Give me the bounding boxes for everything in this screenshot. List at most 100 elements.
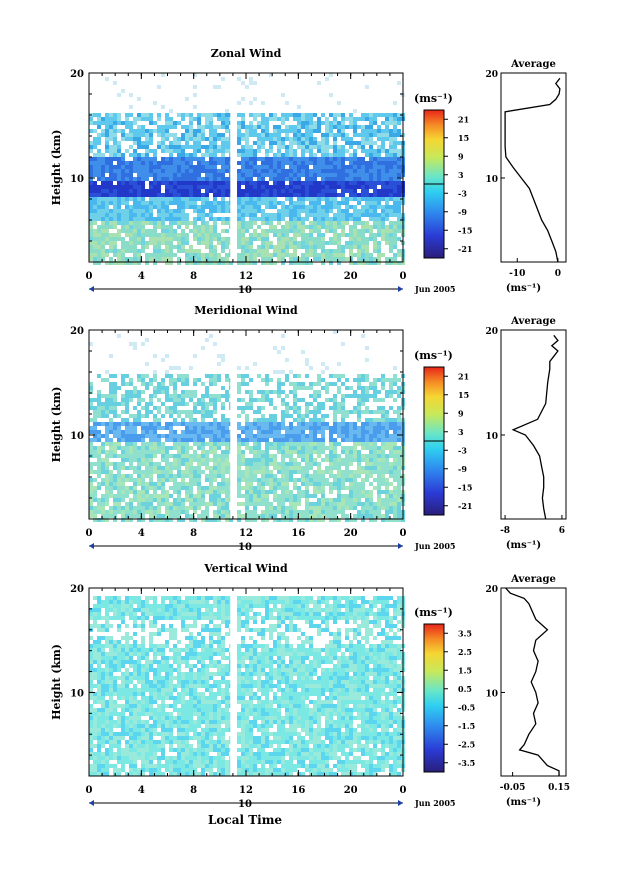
profile-line	[511, 334, 559, 520]
x-tick-label: 0	[400, 785, 407, 796]
y-tick-label: 10	[70, 174, 84, 185]
heatmap-cells	[89, 330, 405, 522]
colorbar-unit: (ms⁻¹)	[414, 349, 453, 362]
profile-title: Average	[510, 574, 556, 585]
colorbar-tick-label: -15	[458, 482, 472, 492]
x-tick-label: 0	[86, 528, 93, 539]
y-tick-label: 20	[70, 69, 84, 80]
profile-x-tick-label: -8	[500, 526, 510, 536]
colorbar-tick-label: -0.5	[458, 702, 475, 712]
profile-y-tick-label: 10	[485, 175, 498, 185]
day-axis-arrow-right	[398, 800, 403, 806]
profile-line	[504, 77, 561, 263]
day-axis-arrow-left	[89, 543, 94, 549]
colorbar-unit: (ms⁻¹)	[414, 92, 453, 105]
profile-y-tick-label: 20	[485, 327, 498, 337]
colorbar-tick-label: -9	[458, 464, 467, 474]
colorbar-tick-label: 9	[458, 408, 464, 418]
profile-y-tick-label: 10	[485, 432, 498, 442]
profile-line	[505, 587, 560, 776]
panel-vertical: Vertical Wind 20 10 Height (km) 0 4 8 12 16 20 0 10…	[50, 562, 570, 810]
colorbar-tick-label: -15	[458, 225, 472, 235]
y-tick-label: 10	[70, 688, 84, 699]
day-axis-arrow-right	[398, 543, 403, 549]
heatmap-cells	[89, 596, 405, 776]
x-tick-label: 12	[239, 528, 253, 539]
panel-title: Vertical Wind	[203, 562, 288, 575]
colorbar	[423, 623, 445, 773]
xlabel-local-time: Local Time	[208, 813, 282, 827]
day-label: 10	[238, 799, 252, 810]
colorbar-tick-label: 0.5	[458, 684, 472, 694]
x-tick-label: 16	[291, 528, 305, 539]
profile-y-tick-label: 20	[485, 585, 498, 595]
x-tick-label: 20	[344, 528, 358, 539]
day-axis-arrow-left	[89, 286, 94, 292]
y-tick-label: 20	[70, 584, 84, 595]
profile-y-tick-label: 20	[485, 70, 498, 80]
colorbar-unit: (ms⁻¹)	[414, 606, 453, 619]
profile-xlabel: (ms⁻¹)	[506, 283, 541, 294]
x-tick-label: 12	[239, 785, 253, 796]
profile-y-tick-label: 10	[485, 689, 498, 699]
y-axis-label: Height (km)	[50, 387, 63, 463]
y-axis-label: Height (km)	[50, 644, 63, 720]
x-tick-label: 0	[400, 528, 407, 539]
profile-x-tick-label: 6	[559, 526, 565, 536]
profile-xlabel: (ms⁻¹)	[506, 797, 541, 808]
profile-title: Average	[510, 316, 556, 327]
colorbar-tick-label: -3.5	[458, 758, 475, 768]
date-label: Jun 2005	[414, 541, 455, 551]
x-tick-label: 0	[86, 785, 93, 796]
x-tick-label: 8	[190, 528, 197, 539]
colorbar-tick-label: -2.5	[458, 739, 475, 749]
profile-frame	[500, 587, 567, 777]
data-gap	[230, 588, 237, 776]
x-tick-label: 8	[190, 785, 197, 796]
colorbar-tick-label: 3.5	[458, 628, 472, 638]
colorbar-tick-label: -1.5	[458, 721, 475, 731]
profile-x-tick-label: 0	[555, 269, 561, 279]
x-tick-label: 0	[400, 271, 407, 282]
x-tick-label: 20	[344, 271, 358, 282]
profile-x-tick-label: -10	[509, 269, 525, 279]
date-label: Jun 2005	[414, 798, 455, 808]
colorbar-tick-label: 9	[458, 151, 464, 161]
day-label: 10	[238, 542, 252, 553]
panel-zonal: Zonal Wind 20 10 Height (km) 0 4 8 12 16 20 0 10 Jun…	[50, 47, 567, 296]
panel-title: Meridional Wind	[194, 304, 298, 317]
colorbar-tick-label: 3	[458, 170, 464, 180]
data-gap	[230, 73, 237, 262]
day-label: 10	[238, 285, 252, 296]
x-tick-label: 0	[86, 271, 93, 282]
colorbar-tick-label: 1.5	[458, 665, 472, 675]
colorbar-tick-label: 15	[458, 390, 469, 400]
y-tick-label: 20	[70, 326, 84, 337]
x-tick-label: 8	[190, 271, 197, 282]
colorbar-tick-label: -3	[458, 188, 467, 198]
x-tick-label: 4	[138, 785, 145, 796]
colorbar-tick-label: -9	[458, 207, 467, 217]
y-axis-label: Height (km)	[50, 130, 63, 206]
x-tick-label: 20	[344, 785, 358, 796]
colorbar-tick-label: 15	[458, 133, 469, 143]
x-tick-label: 4	[138, 528, 145, 539]
panel-title: Zonal Wind	[211, 47, 282, 60]
colorbar-tick-label: 2.5	[458, 647, 472, 657]
y-tick-label: 10	[70, 431, 84, 442]
x-tick-label: 16	[291, 785, 305, 796]
colorbar-tick-label: 3	[458, 427, 464, 437]
colorbar-tick-label: 21	[458, 114, 469, 124]
date-label: Jun 2005	[414, 284, 455, 294]
profile-frame	[500, 329, 567, 520]
profile-xlabel: (ms⁻¹)	[506, 540, 541, 551]
colorbar-tick-label: -21	[458, 501, 472, 511]
day-axis-arrow-left	[89, 800, 94, 806]
data-gap	[230, 330, 237, 519]
profile-x-tick-label: 0.15	[548, 783, 570, 793]
colorbar-tick-label: -21	[458, 244, 472, 254]
heatmap-cells	[89, 73, 405, 265]
x-tick-label: 4	[138, 271, 145, 282]
profile-frame	[500, 72, 567, 263]
